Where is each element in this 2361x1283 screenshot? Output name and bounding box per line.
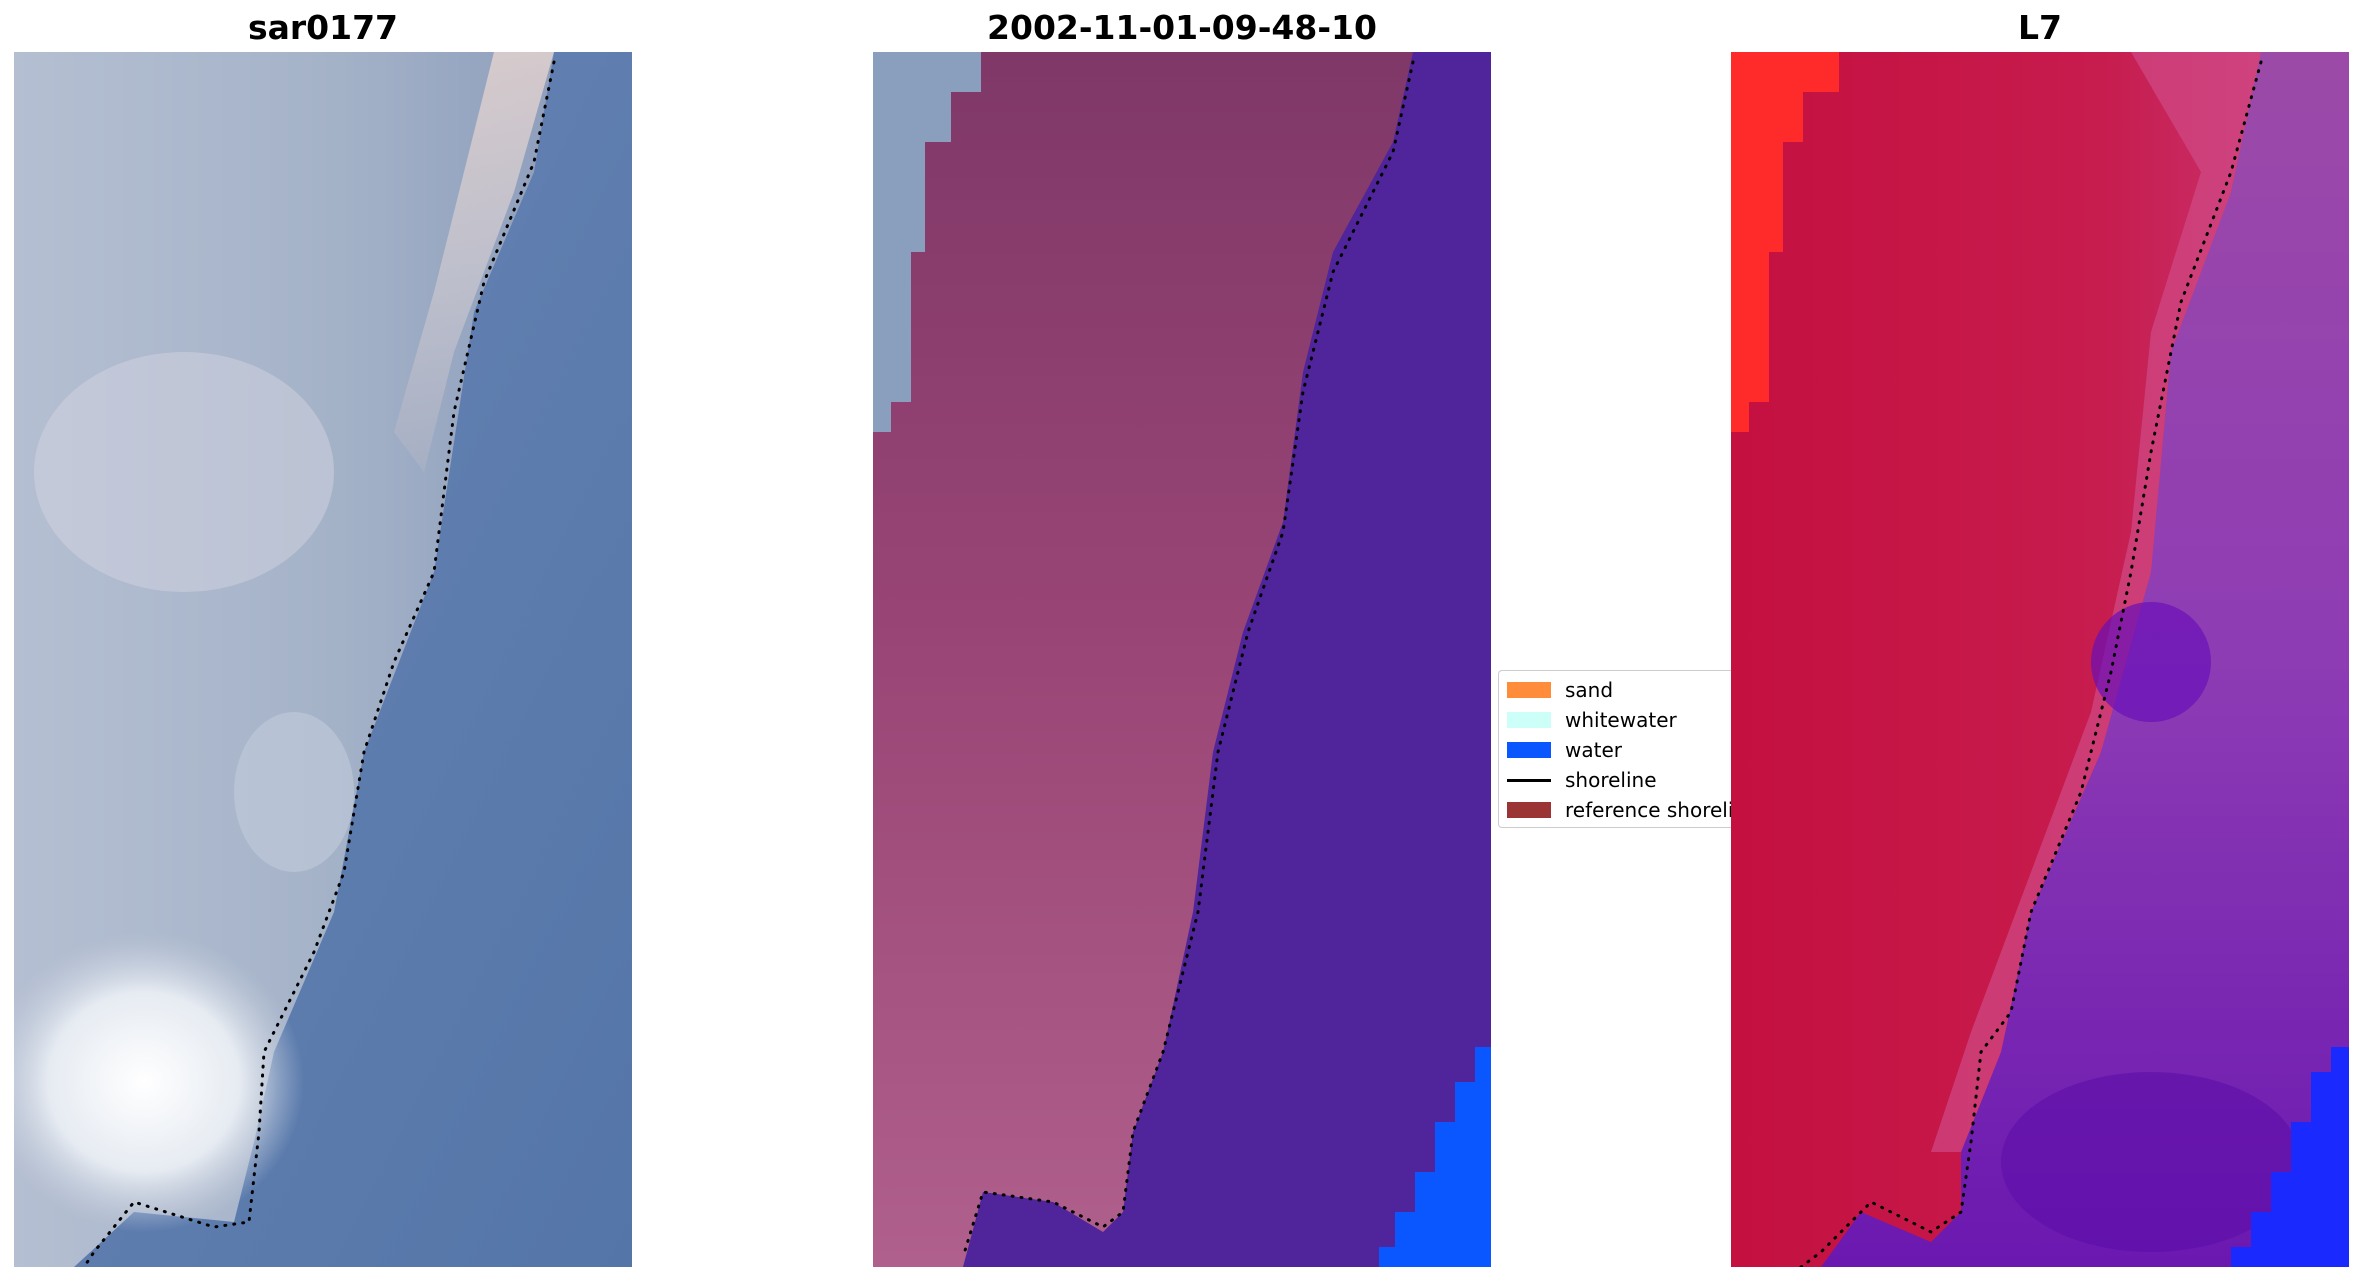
- l7-cloud-red: [1731, 52, 1839, 432]
- rgb-cloud-haze-2: [234, 712, 354, 872]
- l7-dark-patch-2: [2001, 1072, 2301, 1252]
- l7-land-area: [1731, 52, 2261, 1267]
- l7-transition-band: [1931, 52, 2261, 1152]
- legend-item-reference-shoreline: reference shoreline: [1507, 795, 1758, 825]
- rgb-cloud-haze: [34, 352, 334, 592]
- panel-title-mndwi: L7: [2018, 8, 2062, 47]
- shoreline-swatch: [1507, 778, 1551, 782]
- legend-label-shoreline: shoreline: [1565, 768, 1657, 792]
- legend-item-sand: sand: [1507, 675, 1738, 705]
- whitewater-swatch: [1507, 712, 1551, 728]
- classified-land-area: [873, 52, 1413, 1267]
- classified-water-pixels: [1379, 1047, 1491, 1267]
- classified-shoreline: [961, 60, 1415, 1259]
- legend: sand whitewater water shoreline referenc…: [1498, 670, 1758, 828]
- legend-item-whitewater: whitewater: [1507, 705, 1738, 735]
- reference-shoreline-swatch: [1507, 802, 1551, 818]
- sand-swatch: [1507, 682, 1551, 698]
- rgb-cloud-bright: [14, 932, 304, 1232]
- water-swatch: [1507, 742, 1551, 758]
- panel-title-classified: 2002-11-01-09-48-10: [987, 8, 1377, 47]
- classified-image-panel: [873, 52, 1491, 1267]
- legend-label-sand: sand: [1565, 678, 1614, 702]
- rgb-beach-strip: [394, 52, 554, 472]
- legend-item-water: water: [1507, 735, 1738, 765]
- rgb-shoreline: [82, 60, 556, 1267]
- l7-dark-patch: [2091, 602, 2211, 722]
- legend-label-water: water: [1565, 738, 1622, 762]
- legend-label-whitewater: whitewater: [1565, 708, 1677, 732]
- panel-title-rgb: sar0177: [247, 8, 399, 47]
- legend-label-reference-shoreline: reference shoreline: [1565, 798, 1759, 822]
- rgb-image-panel: [14, 52, 632, 1267]
- legend-item-shoreline: shoreline: [1507, 765, 1738, 795]
- l7-image-panel: [1731, 52, 2349, 1267]
- l7-water-pixels: [2231, 1047, 2349, 1267]
- classified-unlabeled-area: [873, 52, 981, 432]
- l7-shoreline: [1799, 60, 2263, 1267]
